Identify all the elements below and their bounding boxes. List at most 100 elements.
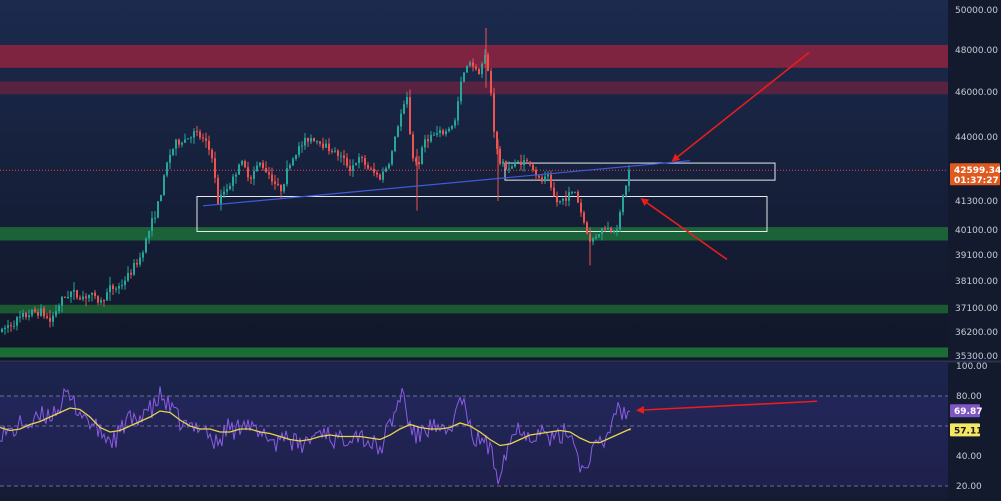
candle <box>184 133 186 144</box>
candle-body <box>280 185 282 192</box>
zone-supply-1 <box>0 81 948 95</box>
candle-body <box>580 202 582 213</box>
candle <box>316 140 318 145</box>
candle <box>535 166 537 179</box>
price-tick-label: 37100.00 <box>955 304 998 314</box>
candle-body <box>310 137 312 142</box>
candle <box>526 158 528 162</box>
candle <box>610 226 612 233</box>
candle <box>253 166 255 186</box>
candle-body <box>67 296 69 298</box>
candle <box>118 282 120 295</box>
candle-body <box>379 174 381 180</box>
candle <box>445 128 447 137</box>
candle <box>61 295 63 313</box>
candle-body <box>337 150 339 156</box>
candle-body <box>175 139 177 149</box>
candle <box>271 167 273 186</box>
candle <box>106 288 108 301</box>
candle <box>433 132 435 136</box>
price-tick-label: 41300.00 <box>955 197 998 207</box>
candle-body <box>415 158 417 162</box>
rsi-value-tag-bg <box>950 404 980 418</box>
candle-body <box>388 164 390 169</box>
candle-body <box>22 312 24 317</box>
candle-body <box>118 286 120 289</box>
price-tick-label: 48000.00 <box>955 46 998 56</box>
candle <box>583 210 585 225</box>
candle-body <box>88 294 90 299</box>
candle <box>31 309 33 318</box>
candle-body <box>286 168 288 185</box>
candle <box>604 225 606 232</box>
candle-body <box>547 174 549 177</box>
candle-body <box>358 157 360 164</box>
candle-body <box>103 300 105 302</box>
candle-body <box>361 157 363 159</box>
candle <box>370 166 372 171</box>
candle <box>376 169 378 178</box>
candle <box>436 125 438 138</box>
candle <box>472 58 474 72</box>
candle <box>238 163 240 175</box>
price-tick-label: 46000.00 <box>955 88 998 98</box>
price-tick-label: 50000.00 <box>955 6 998 16</box>
candle-body <box>523 160 525 165</box>
candle-body <box>34 309 36 312</box>
candle-body <box>214 158 216 178</box>
candle-body <box>64 296 66 298</box>
candle <box>529 161 531 167</box>
candle <box>166 161 168 178</box>
candle-body <box>499 148 501 164</box>
candle <box>178 138 180 149</box>
candle <box>451 125 453 131</box>
zone-demand-4 <box>0 347 948 358</box>
candle-body <box>91 292 93 295</box>
candle-body <box>349 165 351 171</box>
candle <box>379 173 381 181</box>
candle <box>130 269 132 279</box>
candle <box>37 308 39 319</box>
candle-body <box>298 146 300 155</box>
candle-body <box>610 228 612 232</box>
candle-body <box>277 183 279 186</box>
candle-body <box>439 130 441 134</box>
candle <box>103 299 105 307</box>
candle-body <box>592 238 594 242</box>
candle <box>88 294 90 303</box>
candle-body <box>160 195 162 202</box>
rsi-band <box>0 396 948 486</box>
candle <box>85 293 87 307</box>
candle <box>439 126 441 138</box>
candle <box>394 135 396 153</box>
candle <box>199 129 201 140</box>
candle <box>388 162 390 170</box>
candle-body <box>322 143 324 148</box>
candle <box>94 290 96 300</box>
candle <box>475 64 477 72</box>
candle-body <box>208 140 210 150</box>
candle-body <box>100 300 102 303</box>
candle-body <box>469 62 471 66</box>
candle-body <box>514 162 516 167</box>
candle <box>280 184 282 198</box>
candle <box>427 134 429 149</box>
candle-body <box>385 168 387 172</box>
candle <box>43 306 45 319</box>
candle <box>421 145 423 165</box>
candle <box>517 160 519 163</box>
candle-body <box>520 161 522 165</box>
rsi-tick-label: 80.00 <box>956 392 982 402</box>
candle-body <box>484 54 486 64</box>
candle <box>571 190 573 195</box>
candle <box>448 126 450 133</box>
price-tick-label: 36200.00 <box>955 328 998 338</box>
candle-body <box>475 66 477 69</box>
candle <box>22 309 24 320</box>
candle <box>112 283 114 296</box>
candle-body <box>325 143 327 148</box>
candle-body <box>271 174 273 182</box>
candle <box>4 325 6 335</box>
candle <box>91 292 93 302</box>
candle <box>208 135 210 156</box>
